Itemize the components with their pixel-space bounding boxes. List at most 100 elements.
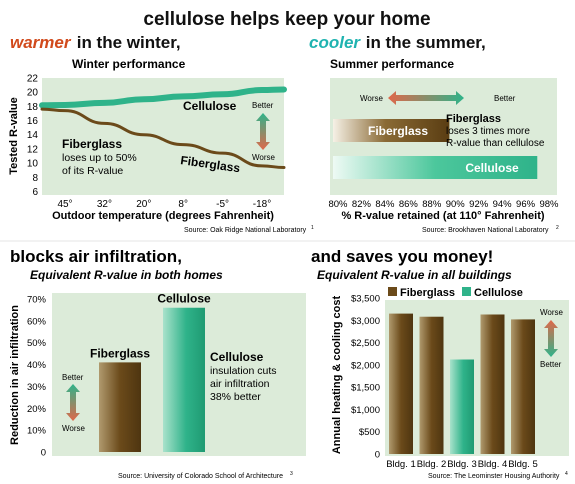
header-winter: in the winter, [72, 33, 181, 52]
summer-x-tick-8: 96% [516, 199, 536, 210]
cost-y-axis: 0 $500 $1,000 $1,500 $2,000 $2,500 $3,000 $3,50… [351, 294, 380, 461]
cost-y-tick-1: $500 [359, 427, 380, 438]
infiltration-y-tick-6: 60% [27, 316, 47, 327]
header-warmer: warmer [10, 33, 72, 52]
infiltration-bar-label-cellulose: Cellulose [157, 292, 211, 306]
infiltration-subtitle: Equivalent R-value in both homes [30, 268, 223, 282]
cost-bar-4 [480, 314, 505, 454]
winter-y-tick-5: 16 [27, 116, 39, 127]
cost-source-ref: 4 [565, 471, 568, 477]
cost-plot-area [385, 300, 569, 456]
winter-better-text: Better [252, 101, 274, 110]
infiltration-y-tick-0: 0 [41, 448, 46, 459]
infiltration-source-ref: 3 [290, 471, 293, 477]
cost-bar-1 [389, 313, 413, 454]
summer-note-line-1: loses 3 times more [446, 126, 530, 137]
winter-x-tick-4: -5° [216, 199, 229, 210]
winter-y-axis: 6 8 10 12 14 16 18 20 22 [27, 74, 39, 198]
infiltration-y-tick-3: 30% [27, 382, 47, 393]
cost-source: Source: The Leominster Housing Authority [428, 473, 560, 480]
winter-y-tick-8: 22 [27, 74, 39, 85]
cost-y-tick-6: $3,000 [351, 316, 380, 327]
cost-y-tick-4: $2,000 [351, 360, 380, 371]
summer-note-title: Fiberglass [446, 113, 501, 125]
winter-x-axis: 45° 32° 20° 8° -5° -18° [57, 199, 271, 210]
summer-worse-text: Worse [360, 94, 384, 103]
header-cooler: cooler [309, 33, 361, 52]
infiltration-y-tick-4: 40% [27, 360, 47, 371]
infiltration-better-text: Better [62, 373, 84, 382]
cost-legend: Fiberglass Cellulose [388, 287, 523, 299]
winter-chart: Winter performance 6 8 10 12 14 16 18 20 22 45° 3… [8, 57, 314, 234]
cost-subtitle: Equivalent R-value in all buildings [317, 268, 512, 282]
infiltration-y-tick-5: 50% [27, 338, 47, 349]
summer-bar-fiberglass [333, 119, 450, 142]
infiltration-note-title: Cellulose [210, 350, 264, 364]
winter-x-tick-5: -18° [253, 199, 271, 210]
winter-series [39, 86, 287, 169]
summer-x-axis: 80% 82% 84% 86% 88% 90% 92% 94% 96% 98% [328, 199, 559, 210]
cost-x-tick-4: Bldg. 5 [508, 459, 538, 470]
winter-y-tick-1: 8 [32, 173, 38, 184]
winter-source: Source: Oak Ridge National Laboratory [184, 227, 307, 234]
summer-x-tick-1: 82% [352, 199, 372, 210]
winter-y-label: Tested R-value [8, 97, 20, 174]
cost-y-label: Annual heating & cooling cost [331, 296, 343, 455]
summer-x-label: % R-value retained (at 110° Fahrenheit) [341, 210, 544, 222]
cost-chart: and saves you money! Equivalent R-value … [311, 247, 569, 480]
summer-x-tick-7: 94% [493, 199, 513, 210]
infiltration-bar-cellulose [163, 307, 205, 452]
cost-bar-3 [450, 359, 474, 454]
legend-swatch-cellulose [462, 287, 471, 296]
winter-note-title: Fiberglass [62, 137, 122, 151]
infiltration-y-label: Reduction in air infiltration [9, 305, 21, 445]
infiltration-bar-fiberglass [99, 362, 141, 452]
winter-y-tick-2: 10 [27, 159, 39, 170]
winter-x-label: Outdoor temperature (degrees Fahrenheit) [52, 210, 274, 222]
legend-label-cellulose: Cellulose [474, 287, 523, 299]
winter-note-line-2: of its R-value [62, 165, 123, 177]
summer-note-line-2: R-value than cellulose [446, 138, 545, 149]
winter-source-ref: 1 [311, 225, 314, 231]
summer-series: Fiberglass Cellulose [333, 119, 538, 179]
winter-x-tick-3: 8° [178, 199, 188, 210]
cost-worse-text: Worse [540, 308, 564, 317]
winter-y-tick-3: 12 [27, 144, 39, 155]
cost-x-tick-1: Bldg. 2 [417, 459, 447, 470]
cost-y-tick-7: $3,500 [351, 294, 380, 305]
infiltration-series: Fiberglass Cellulose [90, 292, 211, 452]
summer-x-tick-2: 84% [375, 199, 395, 210]
infiltration-note-line-2: air infiltration [210, 378, 270, 390]
cost-bar-5 [511, 319, 535, 454]
winter-line-fiberglass [40, 107, 286, 169]
infiltration-y-tick-7: 70% [27, 295, 47, 306]
winter-x-tick-1: 32° [97, 199, 112, 210]
summer-x-tick-9: 98% [539, 199, 559, 210]
cost-better-text: Better [540, 360, 562, 369]
summer-worse-better-arrow-icon [388, 91, 464, 105]
infiltration-y-tick-2: 20% [27, 404, 47, 415]
summer-bar-label-cellulose: Cellulose [465, 161, 519, 175]
infiltration-worse-text: Worse [62, 424, 86, 433]
cost-x-tick-3: Bldg. 4 [478, 459, 508, 470]
summer-x-tick-3: 86% [399, 199, 419, 210]
winter-x-tick-2: 20° [136, 199, 151, 210]
infiltration-chart: blocks air infiltration, Equivalent R-va… [9, 247, 306, 480]
cost-y-tick-0: 0 [375, 450, 380, 461]
winter-y-tick-7: 20 [27, 88, 39, 99]
winter-cellulose-label: Cellulose [183, 99, 237, 113]
summer-bar-cellulose [333, 156, 538, 179]
infiltration-y-tick-1: 10% [27, 426, 47, 437]
summer-bar-label-fiberglass: Fiberglass [368, 124, 428, 138]
winter-y-tick-6: 18 [27, 102, 39, 113]
cost-x-tick-0: Bldg. 1 [386, 459, 416, 470]
infiltration-y-axis: 0 10% 20% 30% 40% 50% 60% 70% [27, 295, 47, 459]
header-title: cellulose helps keep your home [143, 9, 430, 30]
winter-worse-text: Worse [252, 153, 276, 162]
cost-y-tick-3: $1,500 [351, 383, 380, 394]
cost-title: and saves you money! [311, 247, 493, 266]
summer-title: Summer performance [330, 57, 454, 71]
winter-better-worse-arrow-icon [256, 113, 270, 150]
summer-x-tick-0: 80% [328, 199, 348, 210]
